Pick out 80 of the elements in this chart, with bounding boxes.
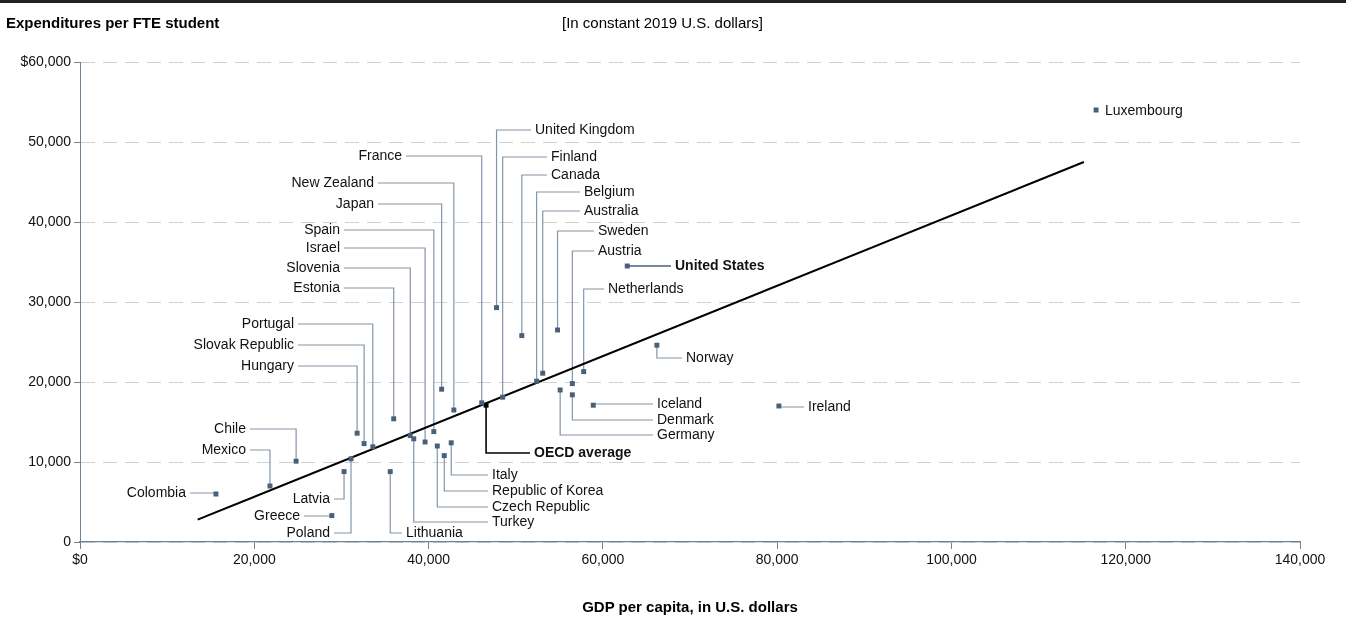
text: Germany xyxy=(657,425,715,442)
series-label: Latvia xyxy=(292,489,331,506)
text: Iceland xyxy=(657,394,703,411)
point xyxy=(361,441,367,447)
y-tick-label: $60,000 xyxy=(20,52,72,69)
point xyxy=(581,369,587,375)
point xyxy=(494,305,500,311)
text: Italy xyxy=(492,465,518,482)
y-tick-label: 10,000 xyxy=(28,452,72,469)
point xyxy=(479,400,485,406)
point xyxy=(500,394,506,400)
chart-subtitle: [In constant 2019 U.S. dollars] xyxy=(562,14,763,31)
series-label: Ireland xyxy=(808,397,851,414)
point xyxy=(407,433,413,439)
point xyxy=(439,386,445,392)
text: Greece xyxy=(254,506,301,523)
point xyxy=(329,513,335,519)
text: Estonia xyxy=(293,278,341,295)
text: Canada xyxy=(551,165,601,182)
text: United Kingdom xyxy=(535,120,635,137)
text: Israel xyxy=(305,238,340,255)
text: Australia xyxy=(584,201,639,218)
text: Mexico xyxy=(201,440,247,457)
point xyxy=(569,392,575,398)
x-tick-label: 60,000 xyxy=(581,551,625,568)
text: Turkey xyxy=(492,512,535,529)
text: Sweden xyxy=(598,221,649,238)
series-label: Luxembourg xyxy=(1105,101,1183,118)
x-tick-label: 140,000 xyxy=(1274,551,1326,568)
point xyxy=(569,381,575,387)
text: Finland xyxy=(551,147,597,164)
y-tick-label: 0 xyxy=(63,532,72,549)
point xyxy=(341,469,347,475)
text: Lithuania xyxy=(406,523,464,540)
x-tick-label: $0 xyxy=(72,551,88,568)
point xyxy=(441,453,447,459)
text: Spain xyxy=(304,220,340,237)
point xyxy=(387,469,393,475)
point xyxy=(391,416,397,422)
text: OECD average xyxy=(534,443,632,460)
y-tick-label: 50,000 xyxy=(28,132,72,149)
text: France xyxy=(358,146,403,163)
point xyxy=(483,402,489,408)
text: Republic of Korea xyxy=(492,481,604,498)
text: Belgium xyxy=(584,182,635,199)
text: Slovenia xyxy=(286,258,341,275)
x-tick-label: 100,000 xyxy=(926,551,977,568)
point xyxy=(519,333,525,339)
x-tick-label: 40,000 xyxy=(407,551,451,568)
x-axis-title: GDP per capita, in U.S. dollars xyxy=(581,598,799,615)
text: Slovak Republic xyxy=(193,335,294,352)
series-label: Colombia xyxy=(126,483,187,500)
y-tick-label: 30,000 xyxy=(28,292,72,309)
text: Austria xyxy=(598,241,642,258)
text: New Zealand xyxy=(291,173,374,190)
x-tick-label: 20,000 xyxy=(232,551,276,568)
text: Denmark xyxy=(657,410,715,427)
y-tick-label: 20,000 xyxy=(28,372,72,389)
point xyxy=(448,440,454,446)
point xyxy=(590,402,596,408)
point xyxy=(431,429,437,435)
legend-label: United States xyxy=(675,256,765,273)
point xyxy=(354,430,360,436)
text: Hungary xyxy=(241,356,294,373)
point xyxy=(654,342,660,348)
point xyxy=(293,458,299,464)
x-tick-label: 120,000 xyxy=(1100,551,1152,568)
point xyxy=(540,370,546,376)
text: Chile xyxy=(214,419,247,436)
y-tick-label: 40,000 xyxy=(28,212,72,229)
text: Netherlands xyxy=(608,279,684,296)
y-axis-title: Expenditures per FTE student xyxy=(6,14,220,31)
series-label: Norway xyxy=(686,348,734,365)
text: Poland xyxy=(286,523,330,540)
point xyxy=(370,444,376,450)
point xyxy=(534,378,540,384)
x-tick-label: 80,000 xyxy=(755,551,799,568)
text: Japan xyxy=(335,194,374,211)
text: Portugal xyxy=(241,314,294,331)
text: Czech Republic xyxy=(492,497,591,514)
